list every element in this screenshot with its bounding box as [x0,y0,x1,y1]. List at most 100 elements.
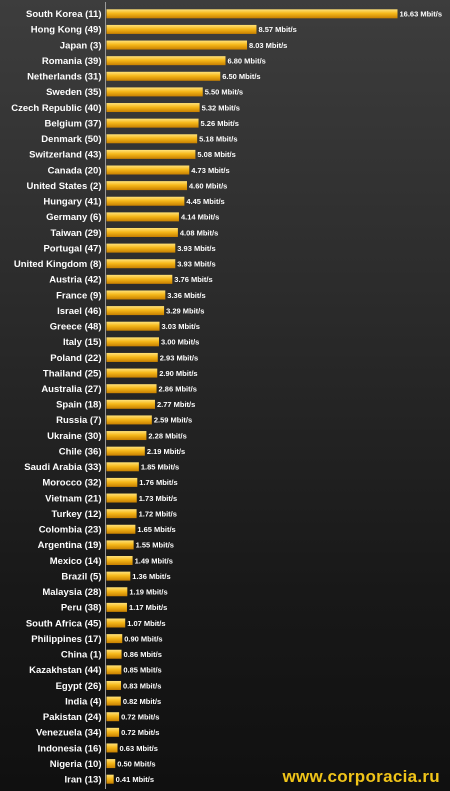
bar [106,634,123,644]
category-label: Iran (13) [65,774,102,785]
value-label: 1.65 Mbit/s [137,525,175,534]
category-label: Hong Kong (49) [31,25,102,36]
bar [106,134,198,144]
bar [106,118,199,128]
bar [106,524,136,534]
value-label: 3.00 Mbit/s [161,338,199,347]
watermark-text: www.corporacia.ru [282,767,440,786]
bar [106,665,122,675]
bar [106,680,122,690]
value-label: 2.93 Mbit/s [160,353,198,362]
category-label: United States (2) [27,181,102,192]
bar [106,556,133,566]
value-label: 3.93 Mbit/s [177,260,215,269]
value-label: 2.28 Mbit/s [148,431,186,440]
value-label: 0.86 Mbit/s [124,650,162,659]
category-label: Czech Republic (40) [11,103,101,114]
bar [106,227,178,237]
category-label: Israel (46) [57,306,101,317]
category-label: France (9) [56,290,101,301]
value-label: 2.90 Mbit/s [159,369,197,378]
bar [106,415,152,425]
category-label: Russia (7) [56,415,101,426]
category-label: Brazil (5) [61,571,101,582]
value-label: 3.93 Mbit/s [177,244,215,253]
bar [106,306,165,316]
category-label: Denmark (50) [41,134,101,145]
category-label: Kazakhstan (44) [29,665,101,676]
category-label: Taiwan (29) [50,228,101,239]
bar [106,462,139,472]
category-label: Belgium (37) [44,118,101,129]
bar [106,571,131,581]
bar [106,540,134,550]
bar [106,274,173,284]
category-label: Australia (27) [41,384,101,395]
value-label: 8.03 Mbit/s [249,41,287,50]
category-label: Philippines (17) [31,634,101,645]
bar [106,493,137,503]
bar [106,165,190,175]
bar [106,431,147,441]
category-label: Pakistan (24) [43,712,102,723]
bar [106,477,138,487]
category-label: Japan (3) [60,40,102,51]
category-label: Spain (18) [56,400,101,411]
bar [106,727,120,737]
value-label: 1.07 Mbit/s [127,619,165,628]
bar [106,618,126,628]
category-label: Greece (48) [50,322,102,333]
category-label: Morocco (32) [42,478,101,489]
bar [106,509,137,519]
value-label: 1.49 Mbit/s [135,556,173,565]
bar [106,368,158,378]
value-label: 4.14 Mbit/s [181,213,219,222]
value-label: 1.19 Mbit/s [129,588,167,597]
category-label: South Africa (45) [26,618,102,629]
value-label: 5.26 Mbit/s [201,119,239,128]
bar [106,759,116,769]
value-label: 3.76 Mbit/s [174,275,212,284]
bar [106,212,179,222]
value-label: 1.72 Mbit/s [139,509,177,518]
bar [106,40,248,50]
category-label: Thailand (25) [43,368,102,379]
bar [106,196,185,206]
category-label: Netherlands (31) [27,72,101,83]
value-label: 1.85 Mbit/s [141,463,179,472]
value-label: 1.73 Mbit/s [139,494,177,503]
value-label: 1.17 Mbit/s [129,603,167,612]
category-label: Egypt (26) [56,681,102,692]
value-label: 0.82 Mbit/s [123,697,161,706]
value-label: 2.77 Mbit/s [157,400,195,409]
value-label: 2.19 Mbit/s [147,447,185,456]
bar [106,649,122,659]
category-label: Sweden (35) [46,87,101,98]
category-label: Colombia (23) [39,525,102,536]
bar [106,696,121,706]
value-label: 3.36 Mbit/s [167,291,205,300]
bar [106,243,176,253]
value-label: 5.32 Mbit/s [202,103,240,112]
category-label: Italy (15) [63,337,102,348]
category-label: United Kingdom (8) [14,259,102,270]
category-label: Argentina (19) [38,540,102,551]
category-label: Vietnam (21) [45,493,101,504]
value-label: 16.63 Mbit/s [400,10,443,19]
value-label: 6.50 Mbit/s [222,72,260,81]
category-label: Ukraine (30) [47,431,101,442]
bar [106,290,166,300]
category-label: India (4) [65,696,101,707]
value-label: 1.36 Mbit/s [132,572,170,581]
bar [106,181,187,191]
category-label: China (1) [61,650,102,661]
bar [106,712,120,722]
value-label: 2.86 Mbit/s [159,384,197,393]
category-label: Switzerland (43) [29,150,101,161]
category-label: Austria (42) [49,275,101,286]
value-label: 4.08 Mbit/s [180,228,218,237]
bar [106,24,257,34]
value-label: 6.80 Mbit/s [227,56,265,65]
bar [106,352,158,362]
category-label: Malaysia (28) [42,587,101,598]
